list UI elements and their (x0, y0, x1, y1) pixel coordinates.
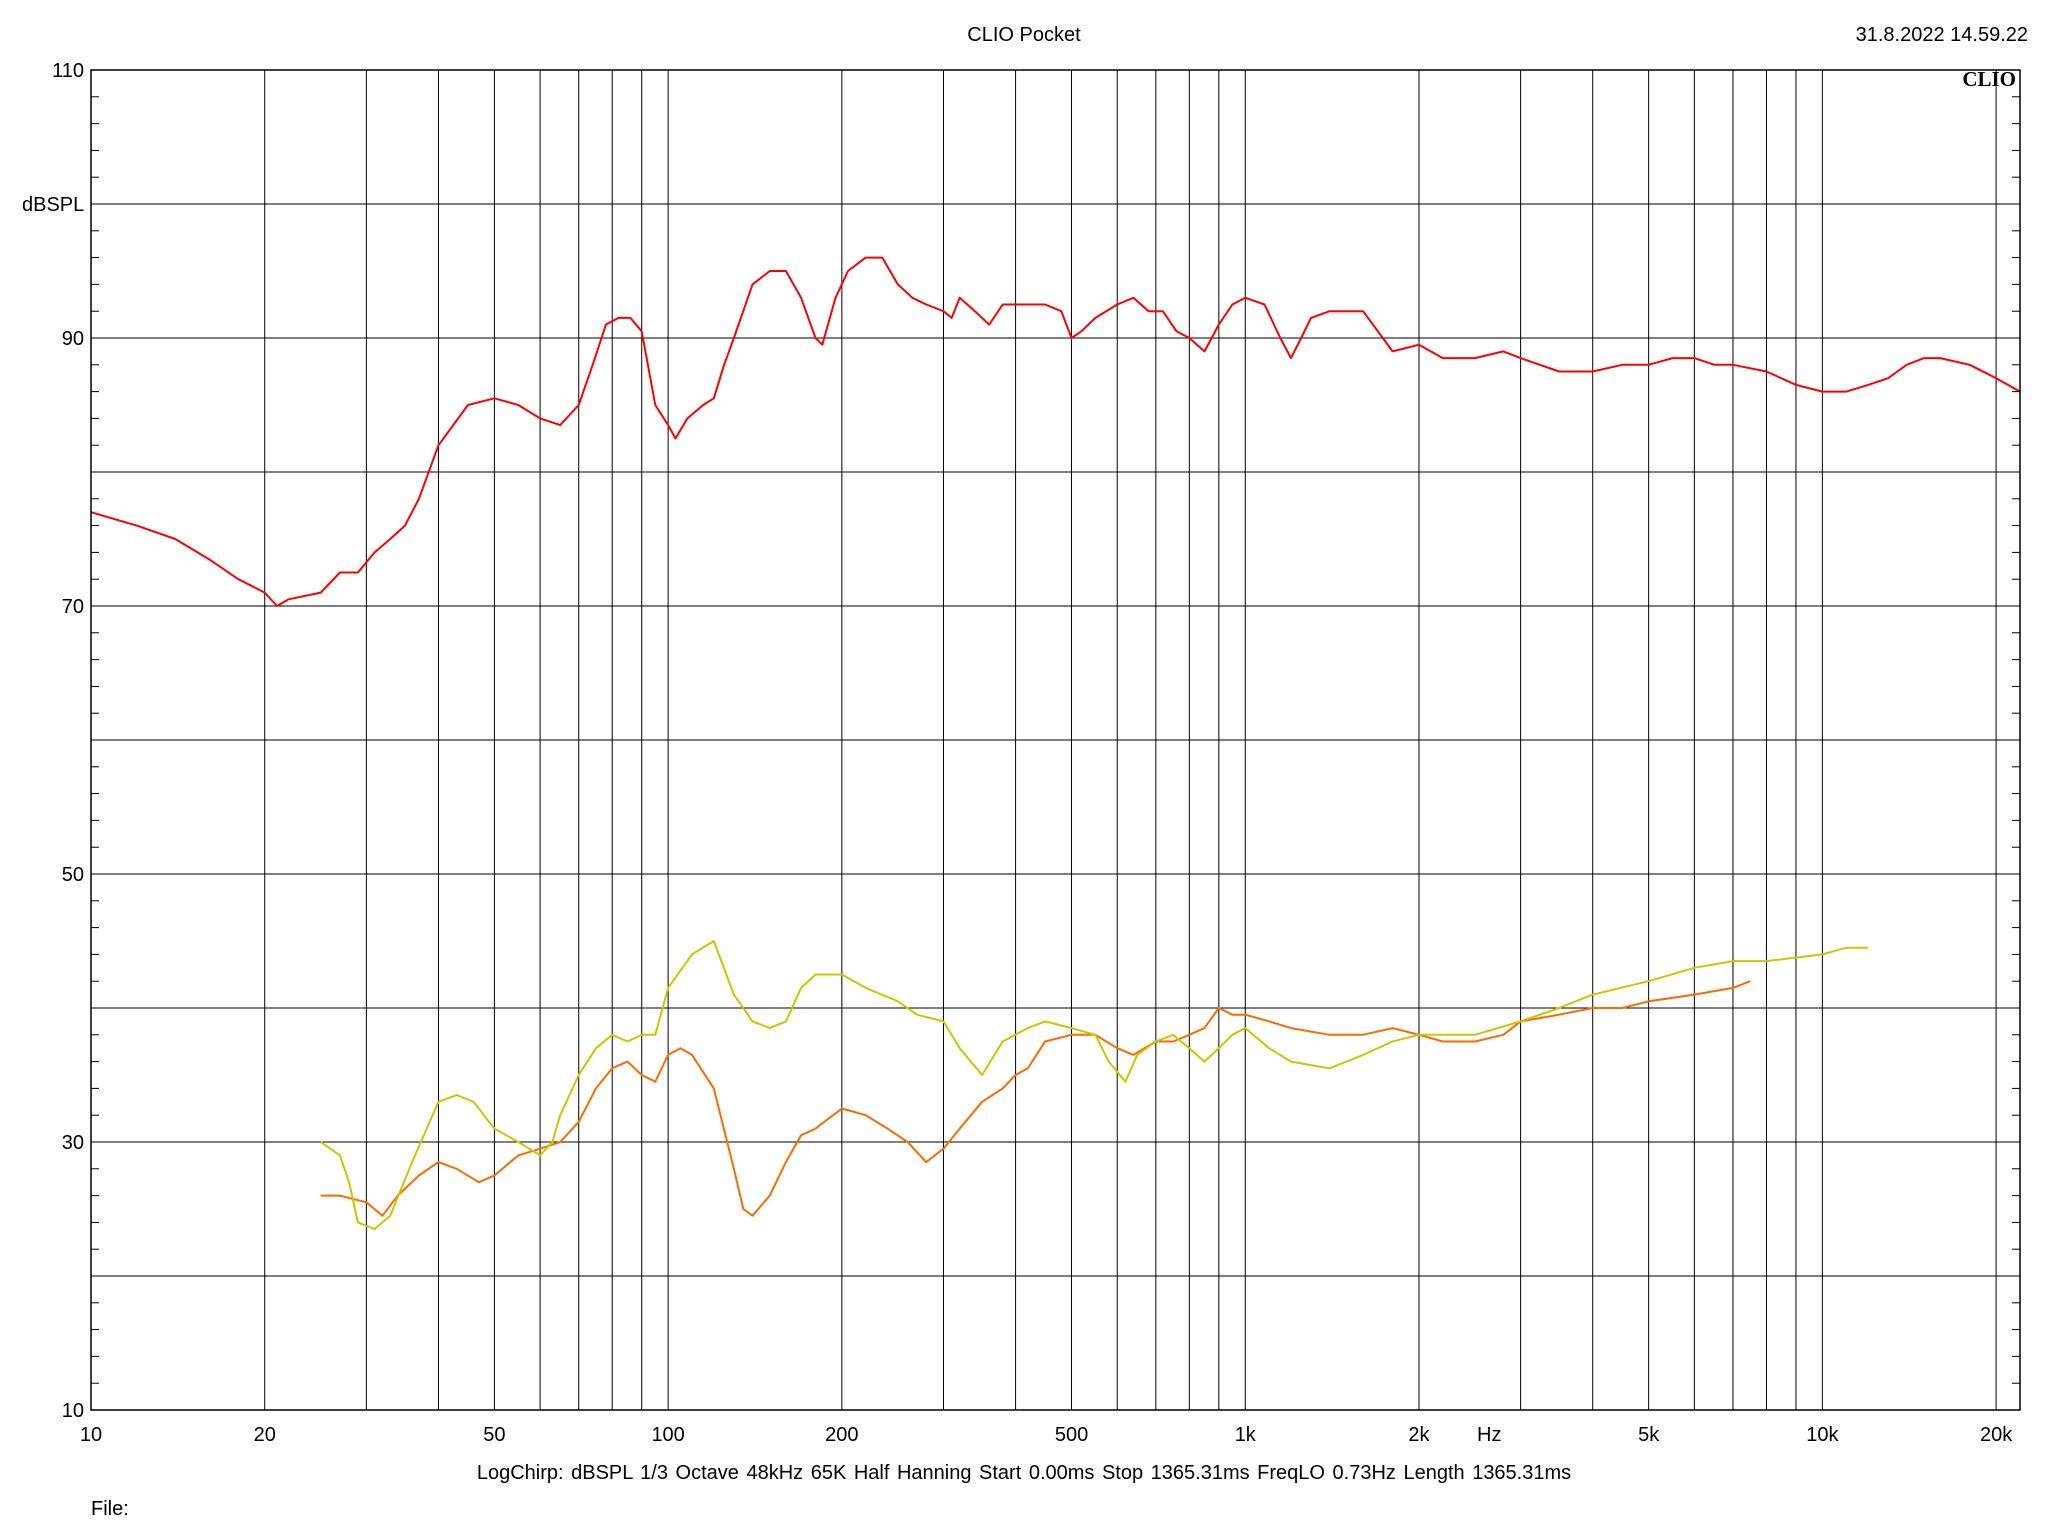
x-tick-label: 20k (1980, 1424, 2013, 1446)
x-axis-label: Hz (1477, 1424, 1501, 1446)
y-axis-label: dBSPL (22, 194, 84, 216)
x-tick-label: 2k (1408, 1424, 1430, 1446)
timestamp: 31.8.2022 14.59.22 (1855, 24, 2028, 46)
y-tick-label: 50 (62, 864, 84, 886)
y-tick-label: 10 (62, 1400, 84, 1422)
series-layer (90, 256, 2021, 1231)
x-axis-labels: 10 20 50 100 200 500 1k 2k 5k 10k 20k (80, 1424, 2013, 1446)
brand-logo: CLIO (1962, 67, 2016, 91)
x-tick-label: 200 (825, 1424, 858, 1446)
x-tick-label: 1k (1235, 1424, 1257, 1446)
x-tick-label: 5k (1638, 1424, 1660, 1446)
x-tick-label: 10k (1806, 1424, 1839, 1446)
file-label: File: (91, 1498, 129, 1520)
series-line-3 (320, 940, 1869, 1231)
series-line-1 (90, 256, 2021, 607)
plot-grid (90, 69, 2020, 1411)
y-axis-labels: 110 90 70 50 30 10 (52, 60, 84, 1422)
x-tick-label: 10 (80, 1424, 102, 1446)
y-tick-label: 30 (62, 1132, 84, 1154)
chart-title: CLIO Pocket (967, 24, 1081, 46)
x-tick-label: 20 (254, 1424, 276, 1446)
x-tick-label: 50 (483, 1424, 505, 1446)
x-tick-label: 500 (1055, 1424, 1088, 1446)
y-minor-ticks (91, 69, 2020, 1411)
measurement-settings: LogChirp: dBSPL 1/3 Octave 48kHz 65K Hal… (476, 1462, 1572, 1484)
y-tick-label: 90 (62, 328, 84, 350)
x-tick-label: 100 (651, 1424, 684, 1446)
y-tick-label: 70 (62, 596, 84, 618)
y-tick-label: 110 (52, 60, 84, 82)
